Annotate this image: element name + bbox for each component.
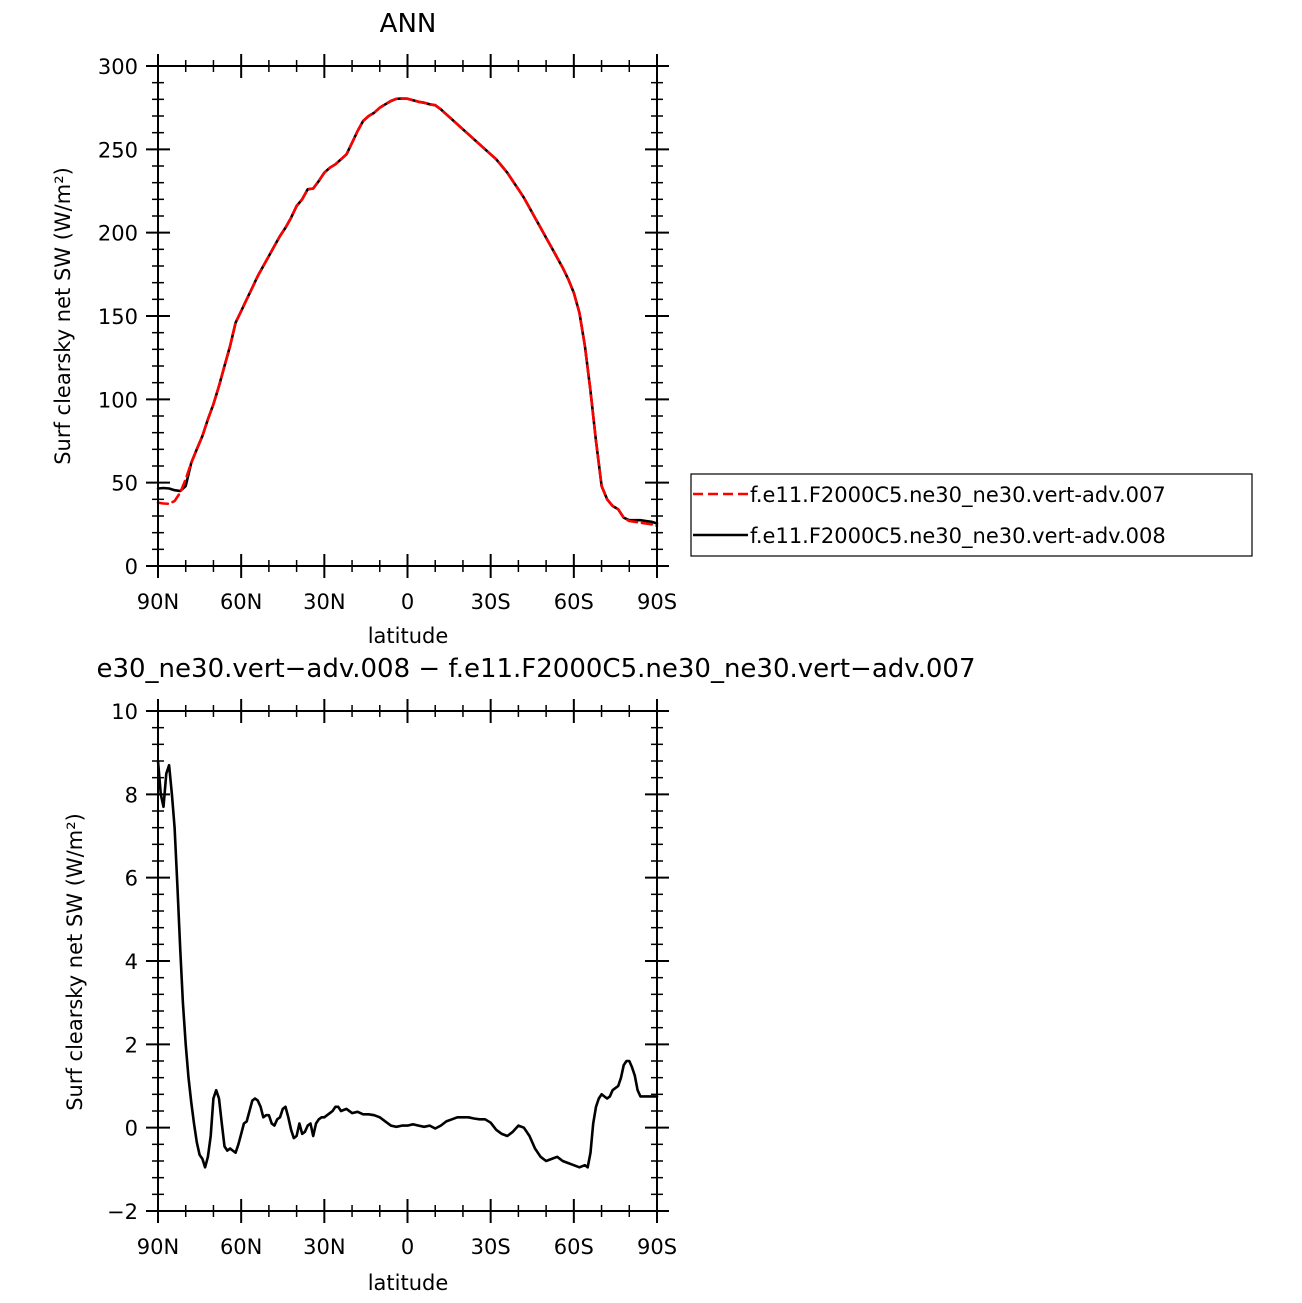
- ytick-label: 300: [98, 55, 138, 79]
- series-line-0-1: [156, 97, 659, 525]
- xtick-label: 60N: [220, 1235, 262, 1259]
- ytick-label: 50: [111, 472, 138, 496]
- top-panel-xlabel: latitude: [368, 624, 449, 648]
- xtick-label: 30N: [303, 1235, 345, 1259]
- ytick-label: 250: [98, 138, 138, 162]
- ytick-label: 100: [98, 388, 138, 412]
- xtick-label: 60S: [554, 1235, 594, 1259]
- bottom-panel-xlabel: latitude: [368, 1271, 449, 1295]
- top-panel-title: ANN: [380, 9, 437, 39]
- series-line-0-0: [156, 97, 659, 528]
- top-panel-lines: [156, 97, 659, 528]
- xtick-label: 30S: [471, 1235, 511, 1259]
- xtick-label: 0: [401, 1235, 414, 1259]
- series-line-1-0: [156, 759, 659, 1169]
- bottom-panel-frame: [157, 710, 658, 1212]
- bottom-panel-title: e30_ne30.vert−adv.008 − f.e11.F2000C5.ne…: [96, 654, 975, 684]
- ytick-label: 10: [111, 700, 138, 724]
- ytick-label: 8: [125, 783, 138, 807]
- xtick-label: 90N: [137, 1235, 179, 1259]
- ytick-label: 0: [125, 1117, 138, 1141]
- xtick-label: 30N: [303, 590, 345, 614]
- top-panel-ticks: 0 50 100 150 200 250 300 90N 60N 30N 0 30S 60S 90S: [98, 54, 677, 614]
- xtick-label: 90S: [637, 1235, 677, 1259]
- ytick-label: 4: [125, 950, 138, 974]
- xtick-label: 90S: [637, 590, 677, 614]
- xtick-label: 60S: [554, 590, 594, 614]
- xtick-label: 30S: [471, 590, 511, 614]
- xtick-label: 0: [401, 590, 414, 614]
- legend-label-007: f.e11.F2000C5.ne30_ne30.vert-adv.007: [750, 483, 1166, 508]
- ytick-label: 200: [98, 222, 138, 246]
- bottom-panel-ylabel: Surf clearsky net SW (W/m²): [63, 813, 87, 1111]
- ytick-label: 2: [125, 1033, 138, 1057]
- ytick-label: 0: [125, 555, 138, 579]
- legend-label-008: f.e11.F2000C5.ne30_ne30.vert-adv.008: [750, 524, 1166, 549]
- bottom-panel: e30_ne30.vert−adv.008 − f.e11.F2000C5.ne…: [63, 654, 976, 1295]
- bottom-panel-lines: [156, 759, 659, 1169]
- xtick-label: 60N: [220, 590, 262, 614]
- top-panel-frame: [157, 65, 658, 567]
- xtick-label: 90N: [137, 590, 179, 614]
- ytick-label: 150: [98, 305, 138, 329]
- bottom-panel-ticks: −2 0 2 4 6 8 10 90N 60N 30N 0 30S 60S 90S: [107, 699, 677, 1259]
- ytick-label: 6: [125, 867, 138, 891]
- ytick-label: −2: [107, 1200, 138, 1224]
- legend-box: [690, 473, 1253, 557]
- legend: f.e11.F2000C5.ne30_ne30.vert-adv.007 f.e…: [690, 473, 1253, 557]
- top-panel: ANN 0 50 100 150 200 250 300 90N 60N 30N 0 30S 60S 90…: [51, 9, 1253, 648]
- top-panel-ylabel: Surf clearsky net SW (W/m²): [51, 167, 75, 465]
